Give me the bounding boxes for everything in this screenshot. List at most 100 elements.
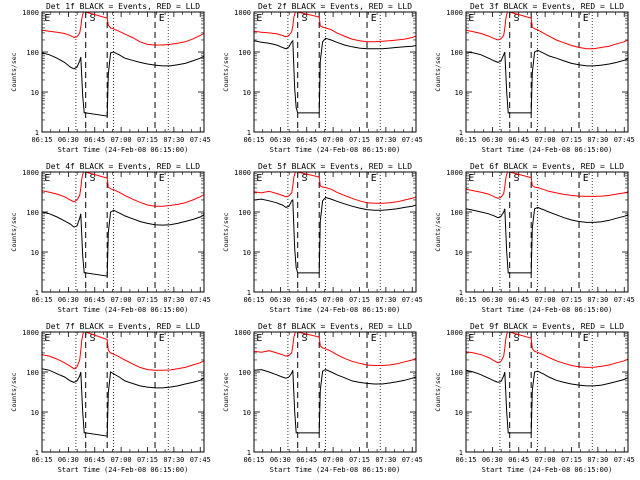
y-tick-label: 10: [243, 249, 251, 257]
x-tick-label: 06:45: [508, 456, 529, 464]
y-axis-label: Counts/sec: [222, 52, 230, 91]
chart-panel-8: Det 8f BLACK = Events, RED = LLD Counts/s…: [222, 322, 423, 474]
marker-label-e: E: [468, 13, 474, 24]
series-line-events: [42, 368, 204, 437]
chart-title: Det 1f BLACK = Events, RED = LLD: [46, 2, 200, 11]
x-tick-label: 07:30: [587, 456, 608, 464]
series-line-lld: [254, 172, 416, 204]
marker-label-e: E: [583, 333, 589, 344]
series-line-lld: [254, 332, 416, 366]
x-tick-label: 07:00: [323, 136, 344, 144]
x-tick-label: 07:30: [587, 296, 608, 304]
y-tick-label: 10: [243, 409, 251, 417]
x-tick-label: 07:15: [561, 296, 582, 304]
plot-frame: [465, 171, 629, 293]
x-axis-label: Start Time (24-Feb-08 06:15:00): [482, 466, 613, 474]
marker-label-s: S: [89, 13, 95, 24]
x-tick-label: 07:00: [535, 296, 556, 304]
marker-label-e: E: [468, 173, 474, 184]
x-tick-label: 07:45: [614, 296, 635, 304]
x-tick-label: 06:30: [482, 296, 503, 304]
x-tick-label: 07:30: [375, 456, 396, 464]
y-axis-label: Counts/sec: [434, 372, 442, 411]
y-axis-label: Counts/sec: [10, 212, 18, 251]
y-tick-label: 100: [450, 209, 463, 217]
y-tick-label: 10: [31, 89, 39, 97]
y-tick-label: 1: [247, 129, 251, 137]
x-tick-label: 06:45: [296, 296, 317, 304]
marker-label-e: E: [583, 13, 589, 24]
series-line-events: [254, 37, 416, 114]
y-tick-label: 1000: [234, 329, 251, 337]
marker-label-e: E: [256, 13, 262, 24]
series-line-events: [42, 51, 204, 117]
y-axis-label: Counts/sec: [222, 212, 230, 251]
x-axis-label: Start Time (24-Feb-08 06:15:00): [482, 146, 613, 154]
series-line-lld: [42, 12, 204, 46]
plot-frame: [253, 331, 417, 453]
marker-label-s: S: [301, 173, 307, 184]
chart-panel-6: Det 6f BLACK = Events, RED = LLD Counts/s…: [434, 162, 635, 314]
chart-panel-4: Det 4f BLACK = Events, RED = LLD Counts/s…: [10, 162, 211, 314]
chart-title: Det 3f BLACK = Events, RED = LLD: [470, 2, 624, 11]
y-tick-label: 1: [35, 129, 39, 137]
x-tick-label: 07:15: [137, 136, 158, 144]
x-tick-label: 06:15: [455, 456, 476, 464]
marker-label-s: S: [513, 173, 519, 184]
y-axis-label: Counts/sec: [10, 372, 18, 411]
x-tick-label: 06:45: [84, 136, 105, 144]
series-line-lld: [254, 12, 416, 43]
x-tick-label: 07:15: [349, 296, 370, 304]
y-tick-label: 1: [459, 289, 463, 297]
y-tick-label: 1000: [446, 329, 463, 337]
marker-label-s: S: [89, 333, 95, 344]
x-tick-label: 06:15: [31, 296, 52, 304]
y-tick-label: 1: [35, 289, 39, 297]
x-tick-label: 07:45: [190, 136, 211, 144]
marker-label-e: E: [468, 333, 474, 344]
plot-frame: [41, 11, 205, 133]
y-tick-label: 1000: [234, 9, 251, 17]
plot-frame: [41, 171, 205, 293]
x-tick-label: 06:15: [31, 136, 52, 144]
x-tick-label: 07:15: [561, 136, 582, 144]
marker-label-s: S: [513, 13, 519, 24]
x-tick-label: 07:15: [137, 456, 158, 464]
x-tick-label: 07:30: [375, 136, 396, 144]
plot-frame: [465, 331, 629, 453]
y-tick-label: 1000: [234, 169, 251, 177]
x-axis-label: Start Time (24-Feb-08 06:15:00): [270, 306, 401, 314]
x-tick-label: 06:30: [270, 136, 291, 144]
marker-label-e: E: [44, 13, 50, 24]
x-tick-label: 07:15: [349, 136, 370, 144]
x-tick-label: 07:45: [402, 136, 423, 144]
marker-label-e: E: [371, 173, 377, 184]
x-axis-label: Start Time (24-Feb-08 06:15:00): [482, 306, 613, 314]
marker-label-e: E: [159, 333, 165, 344]
plot-frame: [465, 11, 629, 133]
y-tick-label: 10: [31, 249, 39, 257]
x-tick-label: 07:00: [111, 296, 132, 304]
y-axis-label: Counts/sec: [434, 52, 442, 91]
y-tick-label: 100: [238, 49, 251, 57]
y-tick-label: 100: [238, 369, 251, 377]
x-tick-label: 06:45: [84, 296, 105, 304]
chart-panel-3: Det 3f BLACK = Events, RED = LLD Counts/s…: [434, 2, 635, 154]
x-axis-label: Start Time (24-Feb-08 06:15:00): [58, 306, 189, 314]
y-tick-label: 1: [459, 449, 463, 457]
chart-panel-9: Det 9f BLACK = Events, RED = LLD Counts/s…: [434, 322, 635, 474]
y-tick-label: 1: [247, 289, 251, 297]
chart-panel-7: Det 7f BLACK = Events, RED = LLD Counts/s…: [10, 322, 211, 474]
series-line-lld: [42, 172, 204, 207]
x-tick-label: 06:15: [31, 456, 52, 464]
y-axis-label: Counts/sec: [434, 212, 442, 251]
x-tick-label: 06:45: [296, 136, 317, 144]
chart-title: Det 6f BLACK = Events, RED = LLD: [470, 162, 624, 171]
x-tick-label: 07:00: [323, 296, 344, 304]
y-tick-label: 100: [26, 209, 39, 217]
marker-label-s: S: [301, 333, 307, 344]
y-tick-label: 1000: [22, 329, 39, 337]
chart-panel-1: Det 1f BLACK = Events, RED = LLD Counts/s…: [10, 2, 211, 154]
x-tick-label: 07:45: [190, 296, 211, 304]
series-line-events: [466, 49, 628, 114]
